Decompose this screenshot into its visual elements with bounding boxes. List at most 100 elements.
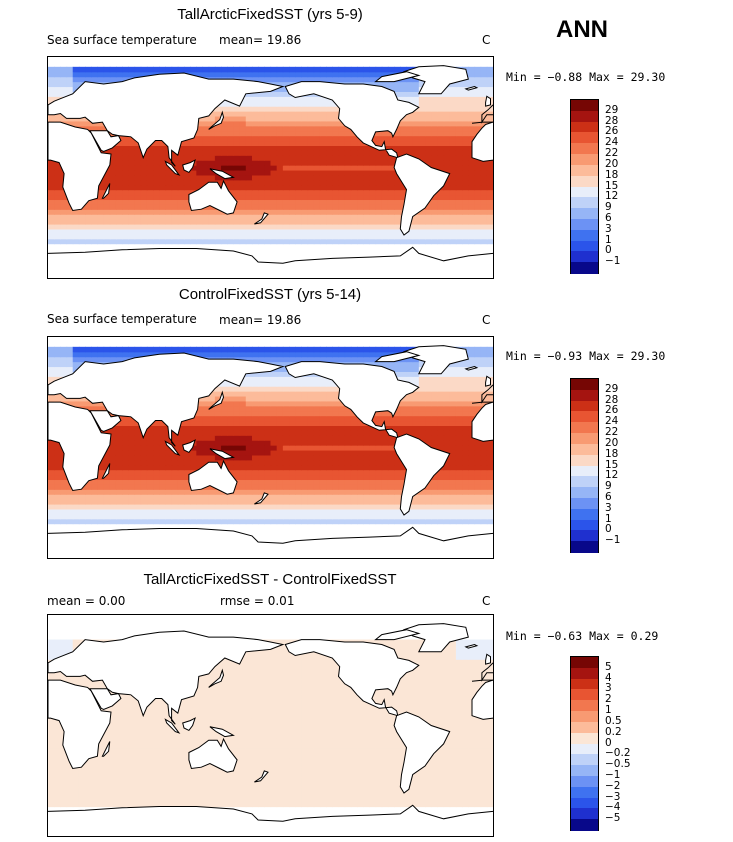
field-cell — [344, 135, 352, 142]
field-cell — [369, 223, 377, 230]
field-cell — [307, 376, 315, 382]
field-cell — [418, 209, 426, 215]
field-cell — [264, 125, 272, 132]
field-cell — [449, 415, 457, 422]
field-cell — [258, 464, 265, 471]
field-cell — [72, 86, 80, 92]
field-cell — [486, 503, 493, 510]
field-cell — [122, 184, 129, 191]
field-cell — [165, 484, 173, 490]
coastline — [254, 212, 269, 225]
field-cell — [122, 494, 129, 500]
field-cell — [54, 81, 61, 88]
field-cell — [91, 214, 99, 220]
field-cell — [140, 484, 148, 490]
field-cell — [394, 508, 401, 515]
field-cell — [258, 484, 265, 490]
field-cell — [214, 111, 222, 117]
field-cell — [381, 430, 389, 436]
field-cell — [449, 435, 457, 441]
field-cell — [239, 503, 247, 510]
field-cell — [54, 479, 61, 485]
field-cell — [332, 459, 340, 466]
field-cell — [313, 440, 321, 446]
field-cell — [437, 96, 445, 102]
field-cell — [264, 415, 272, 422]
field-cell — [357, 179, 364, 186]
field-cell — [455, 386, 463, 392]
field-cell — [258, 479, 265, 485]
field-cell — [406, 518, 414, 525]
field-cell — [233, 150, 241, 156]
field-cell — [258, 96, 265, 102]
field-cell — [245, 474, 253, 481]
field-cell — [486, 494, 493, 500]
field-cell — [319, 71, 327, 78]
field-cell — [443, 155, 451, 161]
field-cell — [449, 371, 457, 377]
field-cell — [344, 184, 352, 191]
field-cell — [443, 484, 451, 490]
field-cell — [394, 484, 401, 490]
field-cell — [338, 474, 346, 481]
field-cell — [122, 223, 129, 230]
field-cell — [455, 391, 463, 397]
field-cell — [202, 160, 210, 166]
field-cell — [115, 174, 123, 181]
field-cell — [165, 223, 173, 230]
field-cell — [208, 395, 216, 402]
colorbar-swatch — [571, 229, 598, 242]
field-cell — [350, 425, 358, 431]
field-cell — [48, 66, 55, 73]
field-cell — [78, 400, 86, 407]
field-cell — [282, 165, 290, 171]
field-cell — [431, 474, 438, 481]
field-cell — [480, 469, 488, 476]
field-cell — [357, 160, 364, 166]
field-cell — [406, 508, 414, 515]
field-cell — [264, 464, 272, 471]
field-cell — [140, 66, 148, 73]
field-cell — [394, 130, 401, 137]
field-cell — [431, 111, 438, 117]
field-cell — [387, 155, 395, 161]
field-cell — [418, 405, 426, 412]
field-cell — [425, 513, 432, 520]
field-cell — [245, 194, 253, 201]
field-cell — [233, 66, 241, 73]
field-cell — [443, 415, 451, 422]
field-cell — [233, 459, 241, 466]
field-cell — [72, 66, 80, 73]
field-cell — [301, 120, 309, 127]
field-cell — [387, 81, 395, 88]
field-cell — [357, 489, 364, 495]
field-cell — [338, 228, 346, 235]
field-cell — [375, 415, 383, 422]
field-cell — [443, 425, 451, 431]
field-cell — [462, 513, 469, 520]
field-cell — [177, 189, 185, 196]
field-cell — [227, 499, 235, 505]
field-cell — [344, 194, 352, 201]
field-cell — [214, 489, 222, 495]
field-cell — [431, 420, 438, 426]
field-cell — [363, 223, 370, 230]
field-cell — [190, 430, 197, 436]
field-cell — [443, 101, 451, 107]
field-cell — [455, 494, 463, 500]
field-cell — [344, 130, 352, 137]
field-cell — [437, 415, 445, 422]
field-cell — [85, 508, 92, 515]
field-cell — [270, 228, 278, 235]
field-cell — [474, 81, 482, 88]
field-cell — [239, 150, 247, 156]
field-cell — [357, 228, 364, 235]
field-cell — [165, 449, 173, 456]
field-cell — [486, 86, 493, 92]
field-cell — [344, 219, 352, 225]
field-cell — [264, 228, 272, 235]
field-cell — [60, 494, 68, 500]
field-cell — [313, 145, 321, 151]
field-cell — [103, 454, 111, 461]
field-cell — [357, 189, 364, 196]
